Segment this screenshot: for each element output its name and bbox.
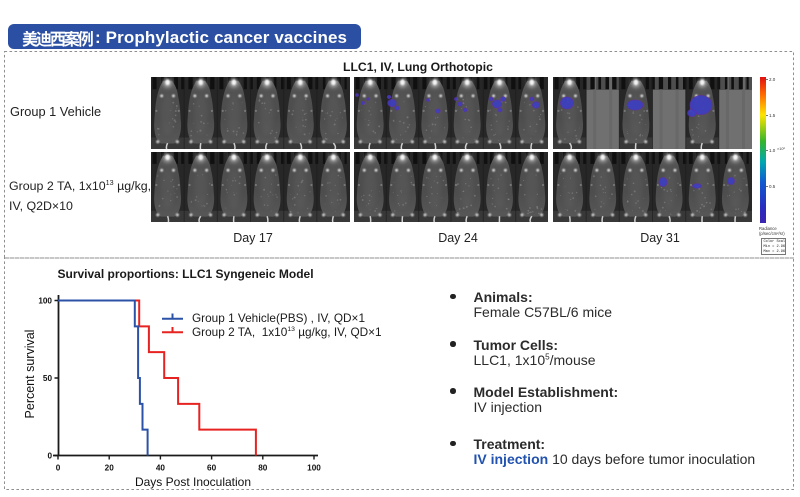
svg-text:20: 20 [105, 464, 115, 473]
svg-text:40: 40 [156, 464, 166, 473]
svg-text:0.5: 0.5 [769, 184, 776, 189]
svg-text:100: 100 [38, 297, 52, 306]
svg-text:100: 100 [307, 464, 321, 473]
svg-text:1.0: 1.0 [769, 148, 776, 153]
svg-text:2.0: 2.0 [769, 77, 776, 82]
svg-text:×10⁶: ×10⁶ [777, 147, 785, 151]
svg-text:Radiance: Radiance [759, 226, 777, 231]
svg-text:1.5: 1.5 [769, 113, 776, 118]
svg-text:50: 50 [43, 374, 53, 383]
svg-text:60: 60 [207, 464, 217, 473]
svg-text:0: 0 [56, 464, 61, 473]
svg-text:80: 80 [258, 464, 268, 473]
svg-text:0: 0 [47, 452, 52, 461]
svg-text:(p/sec/cm²/sr): (p/sec/cm²/sr) [759, 231, 785, 236]
